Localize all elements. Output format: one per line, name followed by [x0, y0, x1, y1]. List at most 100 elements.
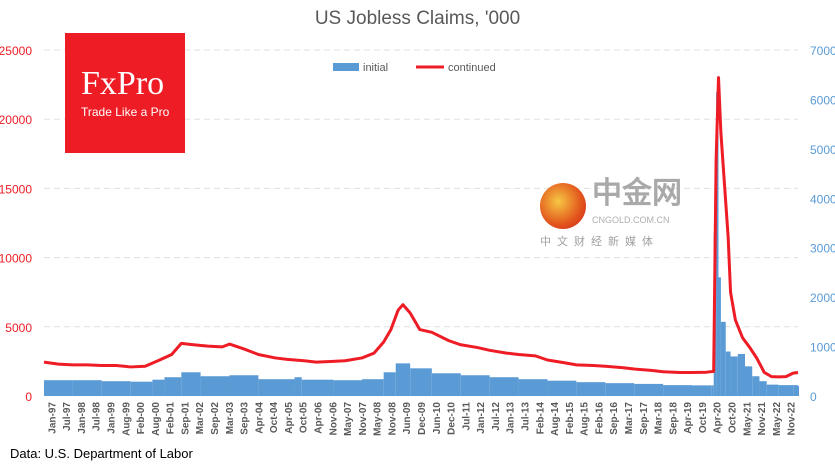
initial-bar [410, 368, 432, 396]
initial-bar [718, 277, 721, 396]
initial-bar [737, 353, 746, 396]
initial-bar [745, 366, 753, 396]
initial-bar [395, 363, 411, 396]
watermark-subtitle: 中文财经新媒体 [540, 236, 659, 248]
initial-bar [294, 377, 302, 396]
x-axis-tick-label: Jan-97 [47, 402, 58, 434]
x-axis-tick-label: Nov-08 [387, 402, 398, 436]
x-axis-tick-label: May-08 [373, 402, 384, 436]
initial-bar [730, 356, 738, 396]
x-axis-tick-label: Dec-09 [417, 402, 428, 435]
initial-bar [72, 380, 102, 396]
initial-bar [489, 377, 519, 396]
x-axis-tick-label: Jan-98 [77, 402, 88, 434]
x-axis-tick-label: Feb-16 [594, 402, 605, 435]
x-axis-tick-label: Feb-14 [535, 402, 546, 435]
left-axis-tick-label: 10000 [0, 252, 32, 266]
right-axis-tick-label: 6000 [810, 93, 835, 107]
x-axis-tick-label: Jan-12 [476, 402, 487, 434]
x-axis-tick-label: Sep-03 [240, 402, 251, 435]
initial-bar [258, 379, 295, 396]
initial-bar [576, 382, 606, 396]
x-axis-tick-label: Apr-19 [683, 402, 694, 434]
initial-bar [383, 372, 396, 396]
x-axis-tick-label: Feb-15 [565, 402, 576, 435]
legend-swatch-initial [333, 63, 359, 71]
x-axis-tick-label: Apr-06 [314, 402, 325, 434]
right-axis-tick-label: 5000 [810, 143, 835, 157]
x-axis-tick-label: Nov-21 [757, 402, 768, 436]
initial-bar [101, 381, 131, 396]
x-axis-tick-label: May-07 [343, 402, 354, 436]
initial-bar [431, 373, 461, 396]
initial-bar [720, 321, 726, 396]
initial-bar [798, 386, 799, 396]
initial-bar [711, 385, 714, 396]
x-axis-tick-label: Mar-02 [195, 402, 206, 435]
initial-bar [634, 383, 664, 396]
right-axis-tick-label: 3000 [810, 242, 835, 256]
x-axis-tick-label: Mar-03 [225, 402, 236, 435]
cngold-watermark: 中金网 CNGOLD.COM.CN 中文财经新媒体 [540, 175, 700, 255]
initial-bar [200, 376, 230, 396]
x-axis-tick-label: Feb-00 [136, 402, 147, 435]
right-axis-tick-label: 0 [810, 390, 817, 404]
x-axis-tick-label: Jan-13 [506, 402, 517, 434]
initial-bar [361, 379, 384, 396]
watermark-url: CNGOLD.COM.CN [592, 215, 670, 225]
x-axis-tick-label: Sep-01 [180, 402, 191, 435]
right-axis-tick-label: 7000 [810, 44, 835, 58]
x-axis-tick-label: Aug-14 [550, 402, 561, 436]
initial-bar [663, 385, 693, 396]
x-axis-tick-label: Jun-10 [432, 402, 443, 435]
legend-label-initial: initial [363, 62, 388, 74]
cngold-logo-icon [540, 183, 586, 229]
x-axis-tick-label: Nov-06 [328, 402, 339, 436]
logo-tagline: Trade Like a Pro [81, 105, 170, 119]
x-axis-tick-label: Oct-19 [698, 402, 709, 434]
x-axis-tick-label: Dec-10 [447, 402, 458, 435]
x-axis-tick-label: Jul-13 [520, 402, 531, 431]
x-axis-tick-label: Mar-17 [624, 402, 635, 435]
x-axis-tick-label: Oct-05 [299, 402, 310, 434]
x-axis-tick-label: Nov-07 [358, 402, 369, 436]
right-axis-tick-label: 1000 [810, 341, 835, 355]
left-axis-tick-label: 20000 [0, 113, 32, 127]
x-axis-tick-label: Feb-01 [166, 402, 177, 435]
initial-bar [181, 372, 201, 396]
x-axis-tick-label: May-22 [772, 402, 783, 436]
initial-bar [152, 379, 165, 396]
x-axis-tick-label: Oct-04 [269, 402, 280, 434]
initial-bar [766, 384, 779, 396]
logo-brand: FxPro [81, 65, 165, 102]
initial-bar [518, 379, 548, 396]
watermark-name: 中金网 [592, 177, 682, 210]
chart-title: US Jobless Claims, '000 [314, 8, 521, 29]
x-axis-tick-label: Jan-99 [107, 402, 118, 434]
x-axis-tick-label: Aug-15 [580, 402, 591, 436]
left-axis-tick-label: 0 [25, 390, 32, 404]
initial-bar [333, 380, 362, 396]
x-axis-tick-label: Jul-98 [92, 402, 103, 431]
x-axis-tick-label: Aug-99 [121, 402, 132, 436]
x-axis-tick-label: Apr-20 [713, 402, 724, 434]
x-axis-tick-label: Sep-02 [210, 402, 221, 435]
x-axis-tick-label: Apr-04 [254, 402, 265, 434]
initial-bar [793, 385, 798, 396]
initial-bar [44, 380, 73, 396]
initial-bar [605, 383, 635, 396]
initial-bar [164, 377, 182, 396]
initial-bar [778, 385, 794, 396]
x-axis-tick-label: Sep-18 [668, 402, 679, 435]
initial-bar [229, 375, 259, 396]
x-axis-tick-label: Apr-05 [284, 402, 295, 434]
initial-bar [692, 385, 712, 396]
left-axis-tick-label: 25000 [0, 44, 32, 58]
continued-line [43, 76, 799, 379]
initial-bar [752, 376, 760, 396]
data-source: Data: U.S. Department of Labor [10, 446, 193, 461]
x-axis-tick-label: Jul-11 [461, 402, 472, 431]
right-axis-tick-label: 2000 [810, 291, 835, 305]
x-axis-tick-label: Jun-09 [402, 402, 413, 435]
